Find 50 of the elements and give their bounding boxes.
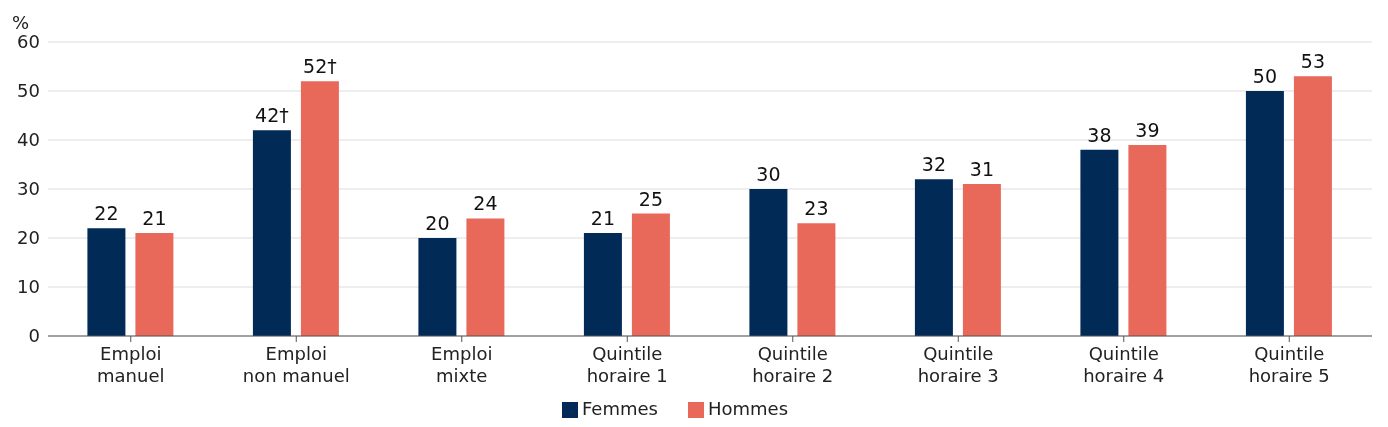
bar — [135, 233, 174, 336]
bar — [252, 130, 291, 336]
bar — [1128, 144, 1167, 336]
bar — [583, 233, 622, 336]
bar — [418, 238, 457, 336]
data-label: 22 — [94, 202, 119, 225]
data-label: 23 — [804, 197, 829, 220]
x-tick-label: Emploi non manuel — [242, 343, 350, 386]
data-label: 31 — [969, 158, 994, 181]
data-label: 20 — [425, 212, 450, 234]
legend-label: Hommes — [707, 398, 789, 419]
data-label: 52† — [303, 55, 337, 78]
bar — [1080, 149, 1119, 336]
data-label: 50 — [1252, 65, 1277, 87]
x-tick-label: Quintile horaire 1 — [586, 343, 668, 386]
y-tick-label: 50 — [17, 80, 40, 102]
bar — [962, 184, 1001, 336]
bar — [300, 81, 339, 336]
bar — [87, 228, 126, 336]
data-label: 24 — [473, 192, 498, 215]
data-label: 21 — [590, 207, 615, 230]
data-label: 21 — [142, 207, 167, 230]
legend-label: Femmes — [581, 398, 658, 419]
y-tick-label: 60 — [17, 31, 40, 53]
x-tick-label: Quintile horaire 4 — [1083, 343, 1165, 386]
bar — [797, 223, 836, 336]
bar — [914, 179, 953, 336]
y-tick-label: 0 — [28, 325, 40, 347]
data-label: 42† — [255, 104, 289, 127]
bar — [749, 189, 788, 336]
bar — [631, 213, 670, 336]
data-label: 32 — [921, 153, 946, 176]
y-tick-label: 10 — [17, 276, 40, 298]
y-axis-title: % — [12, 12, 30, 33]
bar — [1293, 76, 1332, 336]
data-label: 39 — [1135, 118, 1160, 141]
bar — [1245, 91, 1284, 336]
x-tick-label: Quintile horaire 5 — [1248, 343, 1330, 386]
data-label: 25 — [638, 187, 663, 210]
x-tick-label: Quintile horaire 3 — [917, 343, 999, 386]
data-label: 30 — [756, 163, 781, 185]
data-label: 38 — [1087, 123, 1112, 146]
x-tick-label: Quintile horaire 2 — [752, 343, 834, 386]
y-tick-label: 30 — [17, 178, 40, 200]
x-tick-label: Emploi mixte — [431, 343, 493, 386]
y-tick-label: 20 — [17, 227, 40, 249]
x-tick-label: Emploi manuel — [97, 343, 165, 386]
bar — [466, 218, 505, 336]
y-tick-label: 40 — [17, 129, 40, 151]
data-label: 53 — [1300, 50, 1325, 73]
